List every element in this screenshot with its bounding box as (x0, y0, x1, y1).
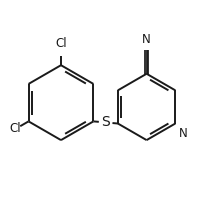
Text: Cl: Cl (10, 122, 21, 135)
Text: S: S (101, 115, 110, 129)
Text: Cl: Cl (55, 37, 67, 50)
Text: N: N (142, 33, 151, 46)
Text: N: N (179, 127, 188, 140)
